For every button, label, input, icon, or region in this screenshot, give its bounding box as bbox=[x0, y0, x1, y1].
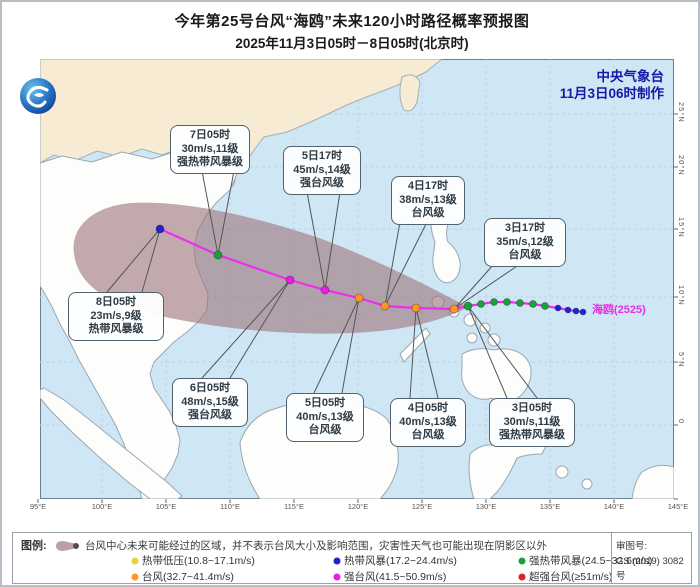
legend-panel: 图例: 台风中心未来可能经过的区域，并不表示台风大小及影响范围，灾害性天气也可能… bbox=[12, 532, 692, 584]
tropical-storm-dot-icon bbox=[333, 557, 341, 565]
forecast-time: 3日05时 bbox=[511, 402, 553, 414]
forecast-wind: 48m/s,15级 bbox=[181, 395, 239, 408]
forecast-time: 4日05时 bbox=[407, 402, 449, 414]
lat-label: 20°N bbox=[677, 155, 686, 176]
forecast-category: 强热带风暴级 bbox=[499, 429, 565, 441]
legend-item-severe-tropical-storm: 强热带风暴(24.5~32.6m/s) bbox=[518, 553, 652, 568]
legend-item-tropical-depression: 热带低压(10.8~17.1m/s) bbox=[131, 553, 255, 568]
lon-label: 120°E bbox=[347, 502, 369, 511]
agency-name: 中央气象台 bbox=[596, 69, 665, 84]
lon-label: 110°E bbox=[220, 502, 240, 511]
map-subtitle: 2025年11月3日05时－8日05时(北京时) bbox=[235, 36, 469, 51]
forecast-label-5d17: 5日17时 45m/s,14级 强台风级 bbox=[283, 146, 361, 195]
map-title: 今年第25号台风“海鸥”未来120小时路径概率预报图 bbox=[174, 13, 530, 30]
severe-tropical-storm-dot-icon bbox=[518, 557, 526, 565]
lon-label: 100°E bbox=[91, 502, 113, 511]
forecast-label-4d17: 4日17时 38m/s,13级 台风级 bbox=[391, 176, 465, 225]
lat-label: 10°N bbox=[677, 285, 686, 306]
lon-label: 125°E bbox=[411, 502, 433, 511]
lon-label: 115°E bbox=[284, 502, 304, 511]
forecast-label-8d05: 8日05时 23m/s,9级 热带风暴级 bbox=[68, 292, 164, 341]
forecast-label-5d05: 5日05时 40m/s,13级 台风级 bbox=[286, 393, 364, 442]
legend-item-severe-typhoon: 强台风(41.5~50.9m/s) bbox=[333, 569, 446, 584]
storm-name-label: 海鸥(2525) bbox=[592, 304, 646, 316]
lon-label: 130°E bbox=[475, 502, 497, 511]
lon-label: 105°E bbox=[155, 502, 177, 511]
map-review-number: 审图号: GS (2019) 3082号 bbox=[611, 533, 691, 583]
forecast-wind: 23m/s,9级 bbox=[90, 309, 142, 322]
review-number: GS (2019) 3082号 bbox=[616, 556, 684, 582]
forecast-category: 强台风级 bbox=[188, 409, 232, 421]
forecast-time: 8日05时 bbox=[95, 296, 137, 308]
forecast-time: 7日05时 bbox=[189, 129, 231, 141]
tropical-depression-dot-icon bbox=[131, 557, 139, 565]
legend-item-tropical-storm: 热带风暴(17.2~24.4m/s) bbox=[333, 553, 457, 568]
review-title: 审图号: bbox=[616, 541, 648, 552]
forecast-wind: 40m/s,13级 bbox=[296, 410, 354, 423]
cma-logo-icon bbox=[19, 77, 57, 115]
lon-label: 95°E bbox=[29, 502, 47, 511]
lon-label: 135°E bbox=[539, 502, 561, 511]
forecast-category: 台风级 bbox=[508, 249, 542, 261]
super-typhoon-dot-icon bbox=[518, 573, 526, 581]
legend-note: 台风中心未来可能经过的区域，并不表示台风大小及影响范围，灾害性天气也可能出现在阴… bbox=[85, 540, 547, 552]
forecast-category: 台风级 bbox=[308, 424, 342, 436]
forecast-label-6d05: 6日05时 48m/s,15级 强台风级 bbox=[172, 378, 248, 427]
forecast-label-3d17: 3日17时 35m/s,12级 台风级 bbox=[484, 218, 566, 267]
agency-block: 中央气象台 11月3日06时制作 bbox=[560, 68, 664, 102]
lon-label: 145°E bbox=[667, 502, 689, 511]
forecast-label-3d05: 3日05时 30m/s,11级 强热带风暴级 bbox=[489, 398, 575, 447]
forecast-time: 5日17时 bbox=[301, 150, 343, 162]
forecast-wind: 35m/s,12级 bbox=[496, 235, 554, 248]
forecast-category: 台风级 bbox=[411, 207, 445, 219]
forecast-wind: 40m/s,13级 bbox=[399, 415, 457, 428]
lat-label: 0 bbox=[677, 419, 686, 425]
forecast-time: 4日17时 bbox=[407, 180, 449, 192]
forecast-time: 6日05时 bbox=[189, 382, 231, 394]
forecast-category: 强热带风暴级 bbox=[177, 156, 243, 168]
forecast-time: 3日17时 bbox=[504, 222, 546, 234]
legend-title: 图例: bbox=[21, 540, 47, 552]
forecast-wind: 30m/s,11级 bbox=[181, 142, 239, 155]
lat-label: 25°N bbox=[677, 102, 686, 123]
forecast-wind: 30m/s,11级 bbox=[503, 415, 561, 428]
forecast-time: 5日05时 bbox=[304, 397, 346, 409]
forecast-label-4d05: 4日05时 40m/s,13级 台风级 bbox=[390, 398, 466, 447]
forecast-label-7d05: 7日05时 30m/s,11级 强热带风暴级 bbox=[170, 125, 250, 174]
legend-item-typhoon: 台风(32.7~41.4m/s) bbox=[131, 569, 234, 584]
forecast-category: 热带风暴级 bbox=[88, 323, 144, 335]
legend-item-super-typhoon: 超强台风(≥51m/s) bbox=[518, 569, 612, 584]
forecast-category: 强台风级 bbox=[300, 177, 344, 189]
severe-typhoon-dot-icon bbox=[333, 573, 341, 581]
forecast-wind: 45m/s,14级 bbox=[293, 163, 351, 176]
forecast-category: 台风级 bbox=[411, 429, 445, 441]
agency-issued-time: 11月3日06时制作 bbox=[559, 86, 664, 101]
lat-label: 15°N bbox=[677, 217, 686, 238]
lon-label: 140°E bbox=[603, 502, 625, 511]
typhoon-dot-icon bbox=[131, 573, 139, 581]
lat-label: 5°N bbox=[677, 352, 686, 368]
cone-legend-icon bbox=[55, 539, 81, 557]
forecast-wind: 38m/s,13级 bbox=[399, 193, 457, 206]
